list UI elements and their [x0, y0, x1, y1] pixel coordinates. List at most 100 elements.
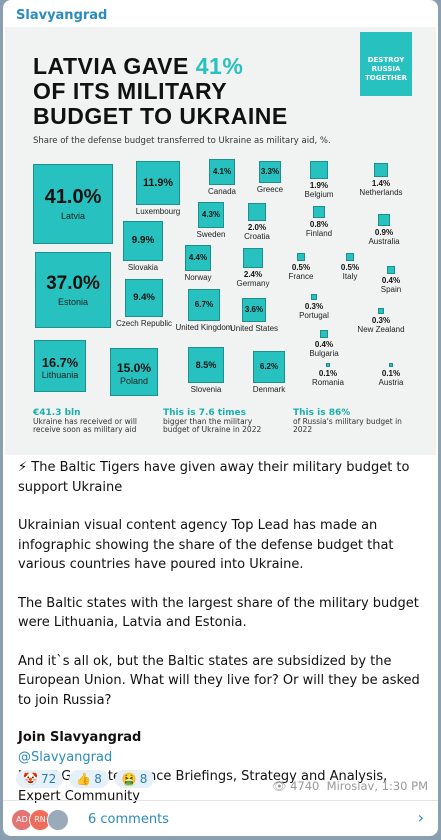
- reaction[interactable]: 🤡 72: [16, 770, 64, 788]
- value-label: 0.4%: [381, 275, 401, 285]
- logo-text: DESTROY: [367, 56, 405, 64]
- avatar: [47, 809, 69, 831]
- country-name: Denmark: [252, 384, 286, 394]
- square: [209, 159, 235, 185]
- chevron: ›: [417, 808, 424, 827]
- square: [373, 162, 389, 178]
- note-highlight: This is 86%: [293, 408, 351, 418]
- paragraph: Ukrainian visual content agency Top Lead…: [18, 518, 394, 572]
- reaction-emoji: 🤡: [23, 772, 38, 786]
- reaction-count: 8: [94, 772, 102, 786]
- square: [387, 266, 395, 274]
- reaction[interactable]: 👍 8: [69, 770, 109, 788]
- value-label: 41.0%: [44, 186, 102, 208]
- value-label: 0.1%: [381, 368, 401, 378]
- value-label: 6.7%: [194, 300, 214, 310]
- value-label: 9.9%: [131, 235, 155, 247]
- square: [32, 163, 113, 244]
- logo-text: RUSSIA: [371, 65, 401, 73]
- value-label: 15.0%: [116, 361, 152, 376]
- note: This is 7.6 times bigger than the militar…: [163, 409, 273, 435]
- value-label: 0.3%: [304, 302, 324, 312]
- country-name: Estonia: [57, 296, 89, 307]
- country-name: Romania: [311, 377, 344, 387]
- square: [187, 288, 221, 322]
- country-name: Belgium: [304, 189, 334, 199]
- country-name: France: [288, 272, 314, 282]
- country-name: United Kingdom: [175, 323, 233, 333]
- square: [184, 244, 212, 272]
- country-name: Austria: [378, 377, 404, 387]
- value-label: 0.4%: [314, 339, 334, 349]
- value-label: 0.8%: [309, 219, 329, 229]
- subtitle: Share of the defense budget transferred …: [33, 136, 331, 146]
- value-label: 1.9%: [309, 180, 329, 190]
- value-label: 16.7%: [41, 354, 79, 370]
- square: [123, 221, 163, 261]
- square: [198, 202, 224, 228]
- square: [320, 330, 328, 338]
- reaction-emoji: 👍: [76, 772, 92, 786]
- square: [253, 351, 285, 383]
- views: 4740: [290, 779, 320, 793]
- paragraph: ⚡ The Baltic Tigers have given away thei…: [18, 460, 410, 495]
- square: [377, 307, 385, 315]
- square: [310, 293, 318, 301]
- square: [258, 160, 282, 184]
- country-name: New Zealand: [357, 325, 405, 335]
- value-label: 1.4%: [371, 179, 391, 189]
- note: This is 86% of Russia's military budget i…: [293, 409, 403, 435]
- post: Slavyangrad LATVIA GAVE 41% OF ITS MILIT…: [3, 0, 438, 836]
- reaction[interactable]: 🤮 8: [114, 770, 155, 788]
- value-label: 0.1%: [318, 368, 338, 378]
- reaction-emoji: 🤮: [121, 772, 137, 786]
- square: [313, 206, 325, 218]
- logo: DESTROY RUSSIA TOGETHER: [360, 32, 412, 96]
- square: [296, 252, 306, 262]
- value-label: 4.4%: [188, 253, 208, 263]
- title-line: BUDGET TO UKRAINE: [33, 103, 288, 129]
- paragraph: And it`s all ok, but the Baltic states a…: [18, 653, 420, 708]
- square: [136, 161, 180, 205]
- country-name: Sweden: [196, 229, 226, 239]
- square: [389, 363, 393, 367]
- title-line: LATVIA GAVE: [33, 53, 189, 79]
- author-time: Miroslav, 1:30 PM: [326, 779, 428, 793]
- value-label: 9.4%: [133, 292, 155, 304]
- infographic[interactable]: LATVIA GAVE 41% OF ITS MILITARY BUDGET T…: [5, 27, 436, 455]
- country-name: Netherlands: [359, 188, 403, 198]
- value-label: 2.0%: [247, 222, 267, 232]
- value-label: 6.2%: [259, 362, 279, 372]
- comments-label[interactable]: 6 comments: [88, 812, 169, 827]
- square: [248, 203, 266, 221]
- join-title: Join Slavyangrad: [18, 730, 142, 745]
- comments-bar[interactable]: AD RN 6 comments ›: [3, 800, 438, 836]
- channel-name[interactable]: Slavyangrad: [16, 8, 108, 23]
- square: [109, 347, 159, 397]
- note-highlight: €41.3 bln: [33, 408, 81, 418]
- reaction-count: 8: [139, 772, 148, 786]
- meta: 👁 4740 Miroslav, 1:30 PM: [271, 779, 428, 793]
- reaction-count: 72: [40, 772, 57, 786]
- note-text: Ukraine has received or will receive soo…: [33, 416, 137, 434]
- country-name: Canada: [207, 186, 237, 196]
- square: [34, 340, 86, 392]
- country-name: Slovenia: [190, 385, 222, 395]
- value-label: 3.6%: [244, 305, 264, 315]
- square: [310, 161, 328, 179]
- country-name: Greece: [256, 185, 284, 195]
- country-name: Australia: [368, 236, 400, 246]
- value-label: 3.3%: [260, 167, 280, 177]
- logo-text: TOGETHER: [364, 74, 408, 82]
- title-highlight: 41%: [195, 53, 244, 79]
- square: [378, 214, 390, 226]
- value-label: 0.5%: [291, 263, 311, 273]
- square: [124, 278, 164, 318]
- value-label: 37.0%: [46, 272, 100, 294]
- square: [243, 248, 263, 268]
- handle-link[interactable]: @Slavyangrad: [18, 749, 113, 765]
- country-name: Czech Republic: [115, 319, 173, 329]
- value-label: 4.1%: [212, 167, 232, 177]
- value-label: 8.5%: [195, 359, 217, 370]
- value-label: 0.5%: [340, 263, 360, 273]
